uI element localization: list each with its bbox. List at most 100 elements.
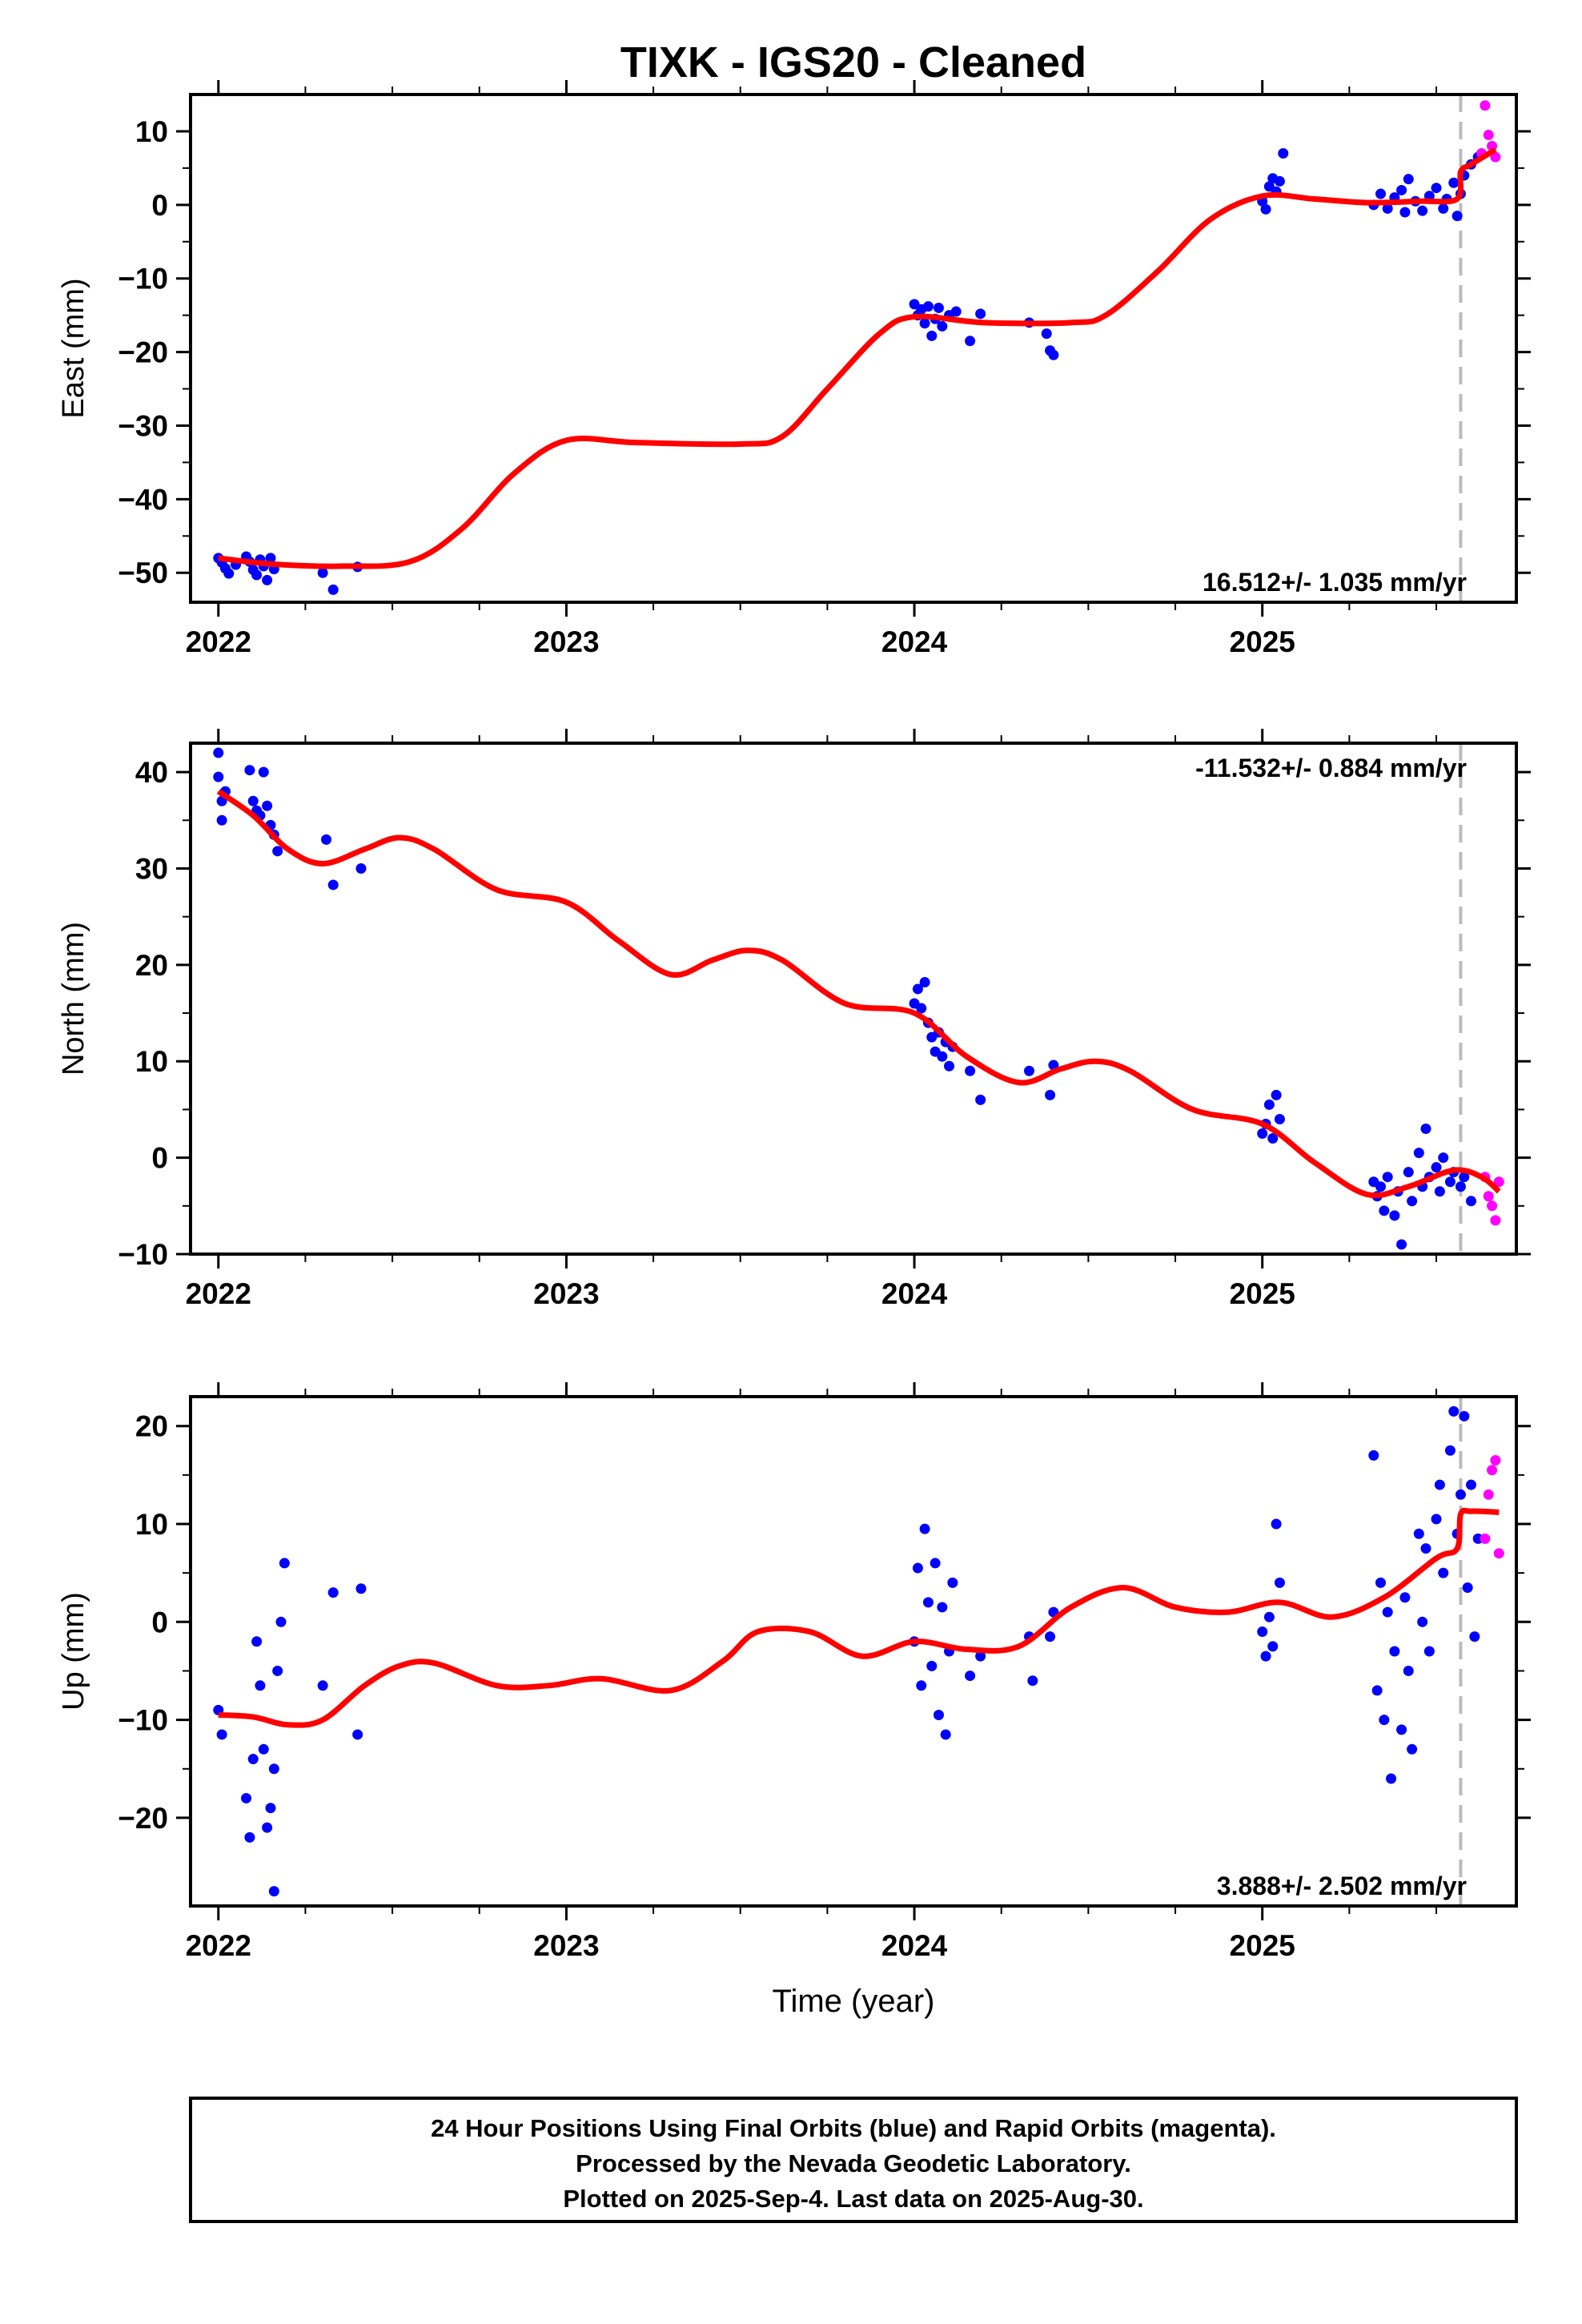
- footer-line-3: Plotted on 2025-Sep-4. Last data on 2025…: [563, 2185, 1143, 2213]
- footer-line-2: Processed by the Nevada Geodetic Laborat…: [576, 2149, 1131, 2177]
- east-y-tick-label: 10: [135, 115, 168, 148]
- north-final-point: [1455, 1181, 1466, 1192]
- up-final-point: [926, 1660, 938, 1671]
- north-x-tick-label: 2023: [533, 1277, 599, 1310]
- up-final-point: [1455, 1489, 1466, 1500]
- east-x-tick-label: 2022: [186, 625, 251, 658]
- east-final-point: [937, 320, 948, 332]
- up-rapid-point: [1483, 1489, 1494, 1500]
- up-panel: 2022 2023 2024 2025 −20 −10 0 10 20 Up (mm) 3.888+…: [57, 1382, 1531, 1962]
- north-final-point: [213, 747, 224, 758]
- east-rate-label: 16.512+/- 1.035 mm/yr: [1203, 568, 1467, 597]
- footer-box: 24 Hour Positions Using Final Orbits (bl…: [189, 2097, 1518, 2223]
- north-final-point: [1271, 1089, 1282, 1100]
- up-final-point: [1448, 1405, 1460, 1417]
- up-final-point: [1469, 1631, 1480, 1642]
- north-final-point: [1257, 1128, 1268, 1140]
- north-rapid-point: [1487, 1200, 1498, 1212]
- east-plot-frame: [189, 93, 1518, 604]
- up-final-point: [317, 1680, 328, 1691]
- north-final-point: [1407, 1196, 1418, 1207]
- east-final-point: [1403, 174, 1414, 185]
- east-final-point: [327, 584, 339, 595]
- north-final-point: [262, 800, 273, 811]
- north-final-point: [1459, 1172, 1470, 1183]
- up-y-axis-label: Up (mm): [57, 1592, 90, 1711]
- up-final-point: [1386, 1773, 1397, 1784]
- east-final-point: [926, 330, 938, 341]
- east-final-point: [1375, 188, 1386, 199]
- up-final-point: [327, 1587, 339, 1598]
- up-final-point: [1382, 1606, 1393, 1618]
- up-final-point: [912, 1562, 923, 1574]
- east-final-point: [975, 308, 986, 320]
- up-rapid-point: [1490, 1455, 1501, 1466]
- east-final-point: [919, 318, 930, 329]
- east-final-point: [223, 568, 235, 579]
- up-final-point: [975, 1651, 986, 1662]
- north-final-point: [327, 879, 339, 891]
- east-final-point: [922, 301, 934, 312]
- east-y-tick-label: −30: [118, 409, 168, 442]
- north-final-point: [258, 766, 269, 778]
- up-final-point: [965, 1671, 976, 1682]
- north-final-point: [272, 846, 283, 857]
- east-final-point: [1260, 203, 1271, 215]
- east-y-tick-label: −10: [118, 263, 168, 296]
- east-final-point: [1396, 184, 1407, 195]
- up-final-point: [241, 1792, 252, 1803]
- up-final-point: [930, 1558, 941, 1569]
- north-plot-frame: [189, 742, 1518, 1256]
- north-x-tick-label: 2025: [1230, 1277, 1295, 1310]
- up-final-point: [247, 1754, 259, 1765]
- up-final-point: [933, 1710, 944, 1720]
- east-final-point: [1431, 183, 1442, 194]
- north-final-point: [975, 1094, 986, 1105]
- north-final-point: [1403, 1167, 1414, 1178]
- up-final-point: [1423, 1646, 1435, 1657]
- up-final-point: [262, 1822, 273, 1833]
- up-x-tick-label: 2023: [533, 1929, 599, 1962]
- east-y-tick-label: −50: [118, 557, 168, 589]
- up-final-point: [1045, 1631, 1056, 1642]
- east-final-point: [1278, 148, 1289, 159]
- north-model-curve: [216, 789, 1501, 1199]
- north-rapid-point: [1493, 1176, 1504, 1188]
- up-final-point: [1420, 1543, 1431, 1554]
- up-final-point: [216, 1729, 227, 1740]
- north-panel: 2022 2023 2024 2025 −10 0 10 20 30 40 North (mm) -1…: [57, 729, 1531, 1310]
- up-final-point: [268, 1886, 279, 1897]
- up-final-point: [1260, 1651, 1271, 1662]
- east-final-point: [965, 336, 976, 347]
- east-final-point: [251, 569, 263, 581]
- up-final-point: [355, 1583, 367, 1594]
- up-y-tick-label: 0: [151, 1606, 168, 1638]
- up-final-point: [1027, 1675, 1038, 1687]
- east-x-tick-label: 2025: [1230, 625, 1295, 658]
- north-y-axis-label: North (mm): [57, 922, 90, 1076]
- up-final-point: [1417, 1616, 1428, 1627]
- east-final-point: [1274, 175, 1285, 187]
- up-final-point: [1267, 1641, 1279, 1652]
- up-final-point: [1371, 1685, 1383, 1696]
- east-y-tick-label: −20: [118, 336, 168, 369]
- east-final-point: [262, 574, 273, 585]
- up-y-tick-label: −10: [118, 1704, 168, 1737]
- up-x-tick-label: 2022: [186, 1929, 251, 1962]
- north-final-point: [213, 771, 224, 782]
- north-final-point: [1434, 1186, 1445, 1197]
- up-final-point: [1368, 1449, 1379, 1461]
- up-final-point: [255, 1680, 266, 1691]
- east-panel: 2022 2023 2024 2025 −50 −40 −30 −20 −10 0 10 East (…: [57, 80, 1531, 658]
- east-y-tick-label: −40: [118, 483, 168, 516]
- up-final-point: [1274, 1577, 1285, 1588]
- east-rapid-point: [1483, 130, 1494, 141]
- up-final-point: [922, 1597, 934, 1608]
- footer-line-1: 24 Hour Positions Using Final Orbits (bl…: [431, 2114, 1276, 2142]
- up-final-point: [1434, 1479, 1445, 1490]
- north-y-tick-label: 30: [135, 852, 168, 885]
- east-x-tick-label: 2024: [881, 625, 948, 658]
- up-final-point: [275, 1616, 287, 1627]
- east-rapid-point: [1480, 100, 1491, 111]
